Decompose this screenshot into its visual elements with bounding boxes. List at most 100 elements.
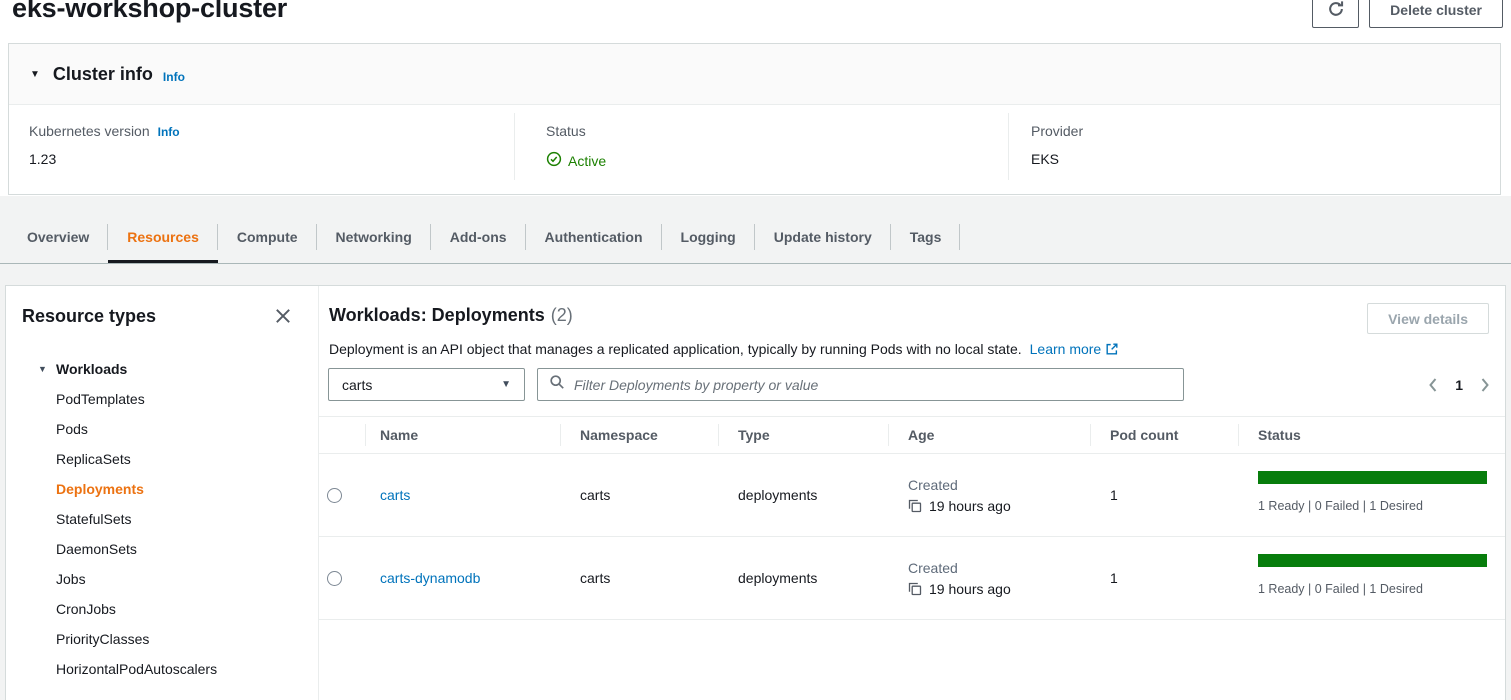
tab-bar: Overview Resources Compute Networking Ad… [8, 211, 961, 263]
filter-type-dropdown[interactable]: carts ▼ [328, 368, 525, 401]
deployment-link[interactable]: carts-dynamodb [380, 570, 481, 586]
tab-tags[interactable]: Tags [891, 211, 961, 263]
column-header-age: Age [888, 417, 1090, 453]
search-input[interactable] [574, 376, 1172, 393]
copy-icon[interactable] [908, 582, 922, 596]
cluster-info-panel: ▼ Cluster info Info Kubernetes version I… [8, 43, 1501, 195]
status-bar-fill [1258, 471, 1487, 484]
delete-cluster-button[interactable]: Delete cluster [1369, 0, 1503, 28]
tab-update-history[interactable]: Update history [755, 211, 891, 263]
column-header-pod-count: Pod count [1090, 417, 1238, 453]
cluster-info-title: Cluster info [52, 63, 153, 84]
age-created-label: Created [908, 476, 958, 493]
pod-count-cell: 1 [1110, 570, 1118, 586]
deployments-main: Workloads: Deployments (2) View details D… [319, 286, 1505, 700]
resources-panel: Resource types ▼ Workloads PodTemplates … [5, 285, 1506, 700]
resource-types-sidebar: Resource types ▼ Workloads PodTemplates … [6, 286, 319, 700]
sidebar-item-daemonsets[interactable]: DaemonSets [56, 541, 137, 557]
field-provider: Provider EKS [1031, 123, 1083, 167]
page-header: eks-workshop-cluster Delete cluster [0, 0, 1511, 43]
sidebar-item-replicasets[interactable]: ReplicaSets [56, 451, 131, 467]
section-description: Deployment is an API object that manages… [329, 341, 1119, 359]
field-kubernetes-version: Kubernetes version Info 1.23 [29, 123, 180, 167]
tabs-band: Overview Resources Compute Networking Ad… [0, 196, 1511, 285]
sidebar-item-cronjobs[interactable]: CronJobs [56, 601, 116, 617]
sidebar-item-deployments[interactable]: Deployments [56, 481, 144, 497]
refresh-button[interactable] [1312, 0, 1360, 28]
dropdown-selected-value: carts [342, 376, 373, 393]
tab-networking[interactable]: Networking [317, 211, 432, 263]
kubernetes-version-value: 1.23 [29, 151, 57, 167]
view-details-button[interactable]: View details [1367, 303, 1489, 334]
tab-overview[interactable]: Overview [8, 211, 109, 263]
external-link-icon [1105, 342, 1119, 359]
type-cell: deployments [738, 487, 818, 503]
tab-authentication[interactable]: Authentication [526, 211, 662, 263]
status-bar [1258, 554, 1487, 567]
sidebar-item-priorityclasses[interactable]: PriorityClasses [56, 631, 150, 647]
tab-logging[interactable]: Logging [662, 211, 755, 263]
row-radio-button[interactable] [327, 570, 342, 586]
provider-value: EKS [1031, 151, 1060, 167]
sidebar-item-podtemplates[interactable]: PodTemplates [56, 391, 145, 407]
provider-label: Provider [1031, 123, 1084, 139]
description-text: Deployment is an API object that manages… [329, 341, 1022, 357]
kubernetes-version-label: Kubernetes version [29, 123, 150, 139]
page-number[interactable]: 1 [1455, 376, 1463, 393]
sidebar-item-jobs[interactable]: Jobs [56, 571, 86, 587]
namespace-cell: carts [580, 487, 611, 503]
select-column-header [319, 417, 365, 453]
pagination: 1 [1427, 368, 1491, 401]
status-bar-fill [1258, 554, 1487, 567]
tab-bar-divider [0, 263, 1511, 264]
close-icon[interactable] [274, 307, 292, 325]
tab-compute[interactable]: Compute [218, 211, 317, 263]
deployments-table: Name Namespace Type Age Pod count Status… [319, 416, 1505, 620]
cluster-info-body: Kubernetes version Info 1.23 Status Acti… [9, 105, 1500, 194]
status-text: 1 Ready | 0 Failed | 1 Desired [1258, 499, 1423, 513]
kubernetes-version-info-link[interactable]: Info [157, 125, 180, 139]
tab-add-ons[interactable]: Add-ons [431, 211, 526, 263]
namespace-cell: carts [580, 570, 611, 586]
sidebar-title: Resource types [22, 306, 157, 326]
section-title: Workloads: Deployments (2) [329, 305, 573, 326]
tree-group-workloads[interactable]: ▼ Workloads [38, 354, 217, 384]
sidebar-item-horizontalpodautoscalers[interactable]: HorizontalPodAutoscalers [56, 661, 218, 677]
status-cell: 1 Ready | 0 Failed | 1 Desired [1238, 454, 1505, 536]
tab-resources[interactable]: Resources [108, 211, 218, 263]
table-header-row: Name Namespace Type Age Pod count Status [319, 416, 1505, 454]
refresh-icon [1327, 0, 1345, 21]
field-status: Status Active [546, 123, 606, 170]
previous-page-icon[interactable] [1427, 377, 1438, 393]
copy-icon[interactable] [908, 499, 922, 513]
table-row: carts-dynamodb carts deployments Created… [319, 537, 1505, 620]
resource-type-tree: ▼ Workloads PodTemplates Pods ReplicaSet… [38, 354, 217, 684]
table-row: carts carts deployments Created 19 hours… [319, 454, 1505, 537]
section-title-text: Workloads: Deployments [329, 305, 545, 325]
header-actions: Delete cluster [1312, 0, 1503, 28]
status-text: 1 Ready | 0 Failed | 1 Desired [1258, 582, 1423, 596]
learn-more-link[interactable]: Learn more [1030, 341, 1120, 357]
pod-count-cell: 1 [1110, 487, 1118, 503]
column-divider [1008, 113, 1009, 180]
status-label: Status [546, 123, 586, 139]
row-radio-button[interactable] [327, 487, 342, 503]
column-header-type: Type [718, 417, 888, 453]
sidebar-item-pods[interactable]: Pods [56, 421, 88, 437]
status-cell: 1 Ready | 0 Failed | 1 Desired [1238, 537, 1505, 619]
age-value: 19 hours ago [929, 497, 1011, 514]
status-check-icon [546, 151, 562, 170]
age-cell: Created 19 hours ago [888, 454, 1090, 536]
chevron-down-icon: ▼ [38, 364, 47, 374]
status-badge: Active [568, 152, 607, 169]
page-title: eks-workshop-cluster [12, 0, 288, 23]
column-header-status: Status [1238, 417, 1505, 453]
collapse-caret-icon[interactable]: ▼ [30, 68, 40, 80]
sidebar-item-statefulsets[interactable]: StatefulSets [56, 511, 132, 527]
deployment-link[interactable]: carts [380, 487, 411, 503]
age-cell: Created 19 hours ago [888, 537, 1090, 619]
cluster-info-info-link[interactable]: Info [162, 70, 185, 84]
next-page-icon[interactable] [1480, 377, 1491, 393]
table-body: carts carts deployments Created 19 hours… [319, 454, 1505, 620]
tree-items: PodTemplates Pods ReplicaSets Deployment… [38, 384, 217, 684]
